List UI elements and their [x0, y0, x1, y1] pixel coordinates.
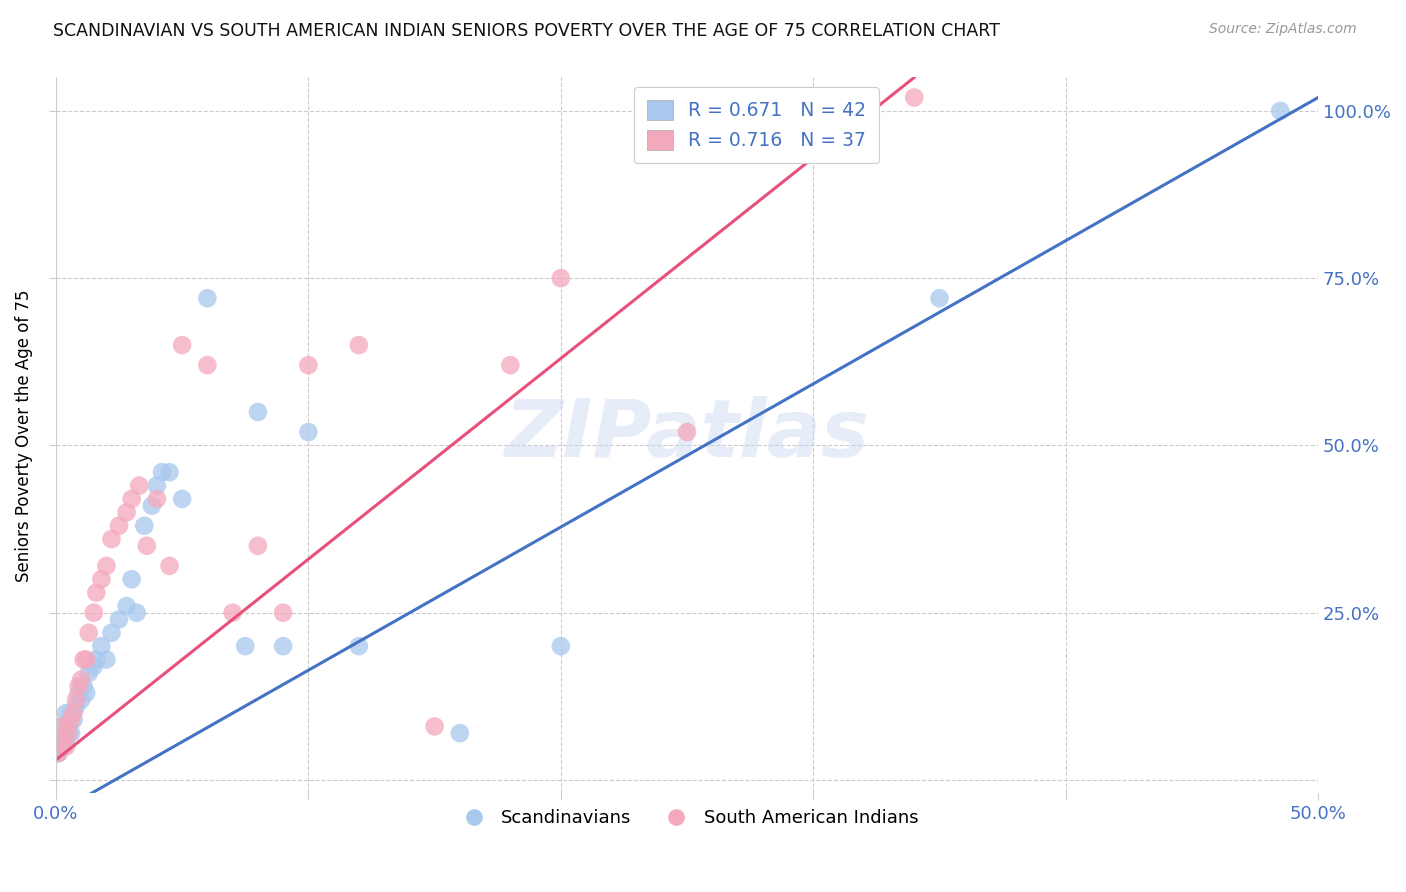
Point	[928, 291, 950, 305]
Point	[70, 673, 93, 687]
Point	[347, 639, 370, 653]
Point	[449, 726, 471, 740]
Point	[48, 746, 70, 760]
Point	[65, 692, 87, 706]
Point	[150, 465, 173, 479]
Point	[52, 726, 75, 740]
Point	[297, 358, 319, 372]
Point	[550, 271, 572, 285]
Point	[172, 338, 194, 352]
Point	[108, 518, 131, 533]
Point	[90, 572, 112, 586]
Point	[134, 518, 156, 533]
Point	[347, 338, 370, 352]
Point	[297, 425, 319, 439]
Text: Source: ZipAtlas.com: Source: ZipAtlas.com	[1209, 22, 1357, 37]
Point	[246, 539, 269, 553]
Point	[55, 732, 77, 747]
Point	[550, 639, 572, 653]
Point	[221, 606, 243, 620]
Point	[135, 539, 157, 553]
Point	[125, 606, 148, 620]
Point	[55, 706, 77, 720]
Point	[121, 491, 143, 506]
Point	[141, 499, 163, 513]
Point	[271, 606, 294, 620]
Point	[62, 706, 84, 720]
Point	[90, 639, 112, 653]
Point	[146, 491, 169, 506]
Point	[60, 706, 83, 720]
Point	[84, 585, 107, 599]
Point	[100, 532, 122, 546]
Point	[67, 686, 90, 700]
Point	[108, 612, 131, 626]
Point	[75, 652, 97, 666]
Point	[49, 719, 72, 733]
Point	[903, 90, 925, 104]
Point	[60, 713, 83, 727]
Point	[70, 692, 93, 706]
Point	[83, 606, 105, 620]
Point	[49, 732, 72, 747]
Point	[58, 719, 80, 733]
Point	[676, 425, 699, 439]
Text: SCANDINAVIAN VS SOUTH AMERICAN INDIAN SENIORS POVERTY OVER THE AGE OF 75 CORRELA: SCANDINAVIAN VS SOUTH AMERICAN INDIAN SE…	[53, 22, 1000, 40]
Point	[246, 405, 269, 419]
Point	[1270, 103, 1292, 118]
Legend: Scandinavians, South American Indians: Scandinavians, South American Indians	[449, 802, 925, 834]
Point	[423, 719, 446, 733]
Point	[84, 652, 107, 666]
Point	[146, 478, 169, 492]
Point	[159, 465, 181, 479]
Point	[58, 726, 80, 740]
Point	[75, 686, 97, 700]
Point	[48, 746, 70, 760]
Point	[195, 358, 218, 372]
Point	[96, 558, 118, 573]
Point	[67, 679, 90, 693]
Point	[73, 679, 96, 693]
Point	[195, 291, 218, 305]
Point	[159, 558, 181, 573]
Point	[499, 358, 522, 372]
Y-axis label: Seniors Poverty Over the Age of 75: Seniors Poverty Over the Age of 75	[15, 289, 32, 582]
Point	[83, 659, 105, 673]
Point	[172, 491, 194, 506]
Point	[52, 719, 75, 733]
Point	[128, 478, 150, 492]
Point	[73, 652, 96, 666]
Text: ZIPatlas: ZIPatlas	[505, 396, 869, 475]
Point	[271, 639, 294, 653]
Point	[55, 739, 77, 754]
Point	[77, 665, 100, 680]
Point	[62, 713, 84, 727]
Point	[233, 639, 256, 653]
Point	[121, 572, 143, 586]
Point	[115, 599, 138, 613]
Point	[100, 625, 122, 640]
Point	[49, 739, 72, 754]
Point	[52, 739, 75, 754]
Point	[115, 505, 138, 519]
Point	[96, 652, 118, 666]
Point	[60, 726, 83, 740]
Point	[65, 699, 87, 714]
Point	[77, 625, 100, 640]
